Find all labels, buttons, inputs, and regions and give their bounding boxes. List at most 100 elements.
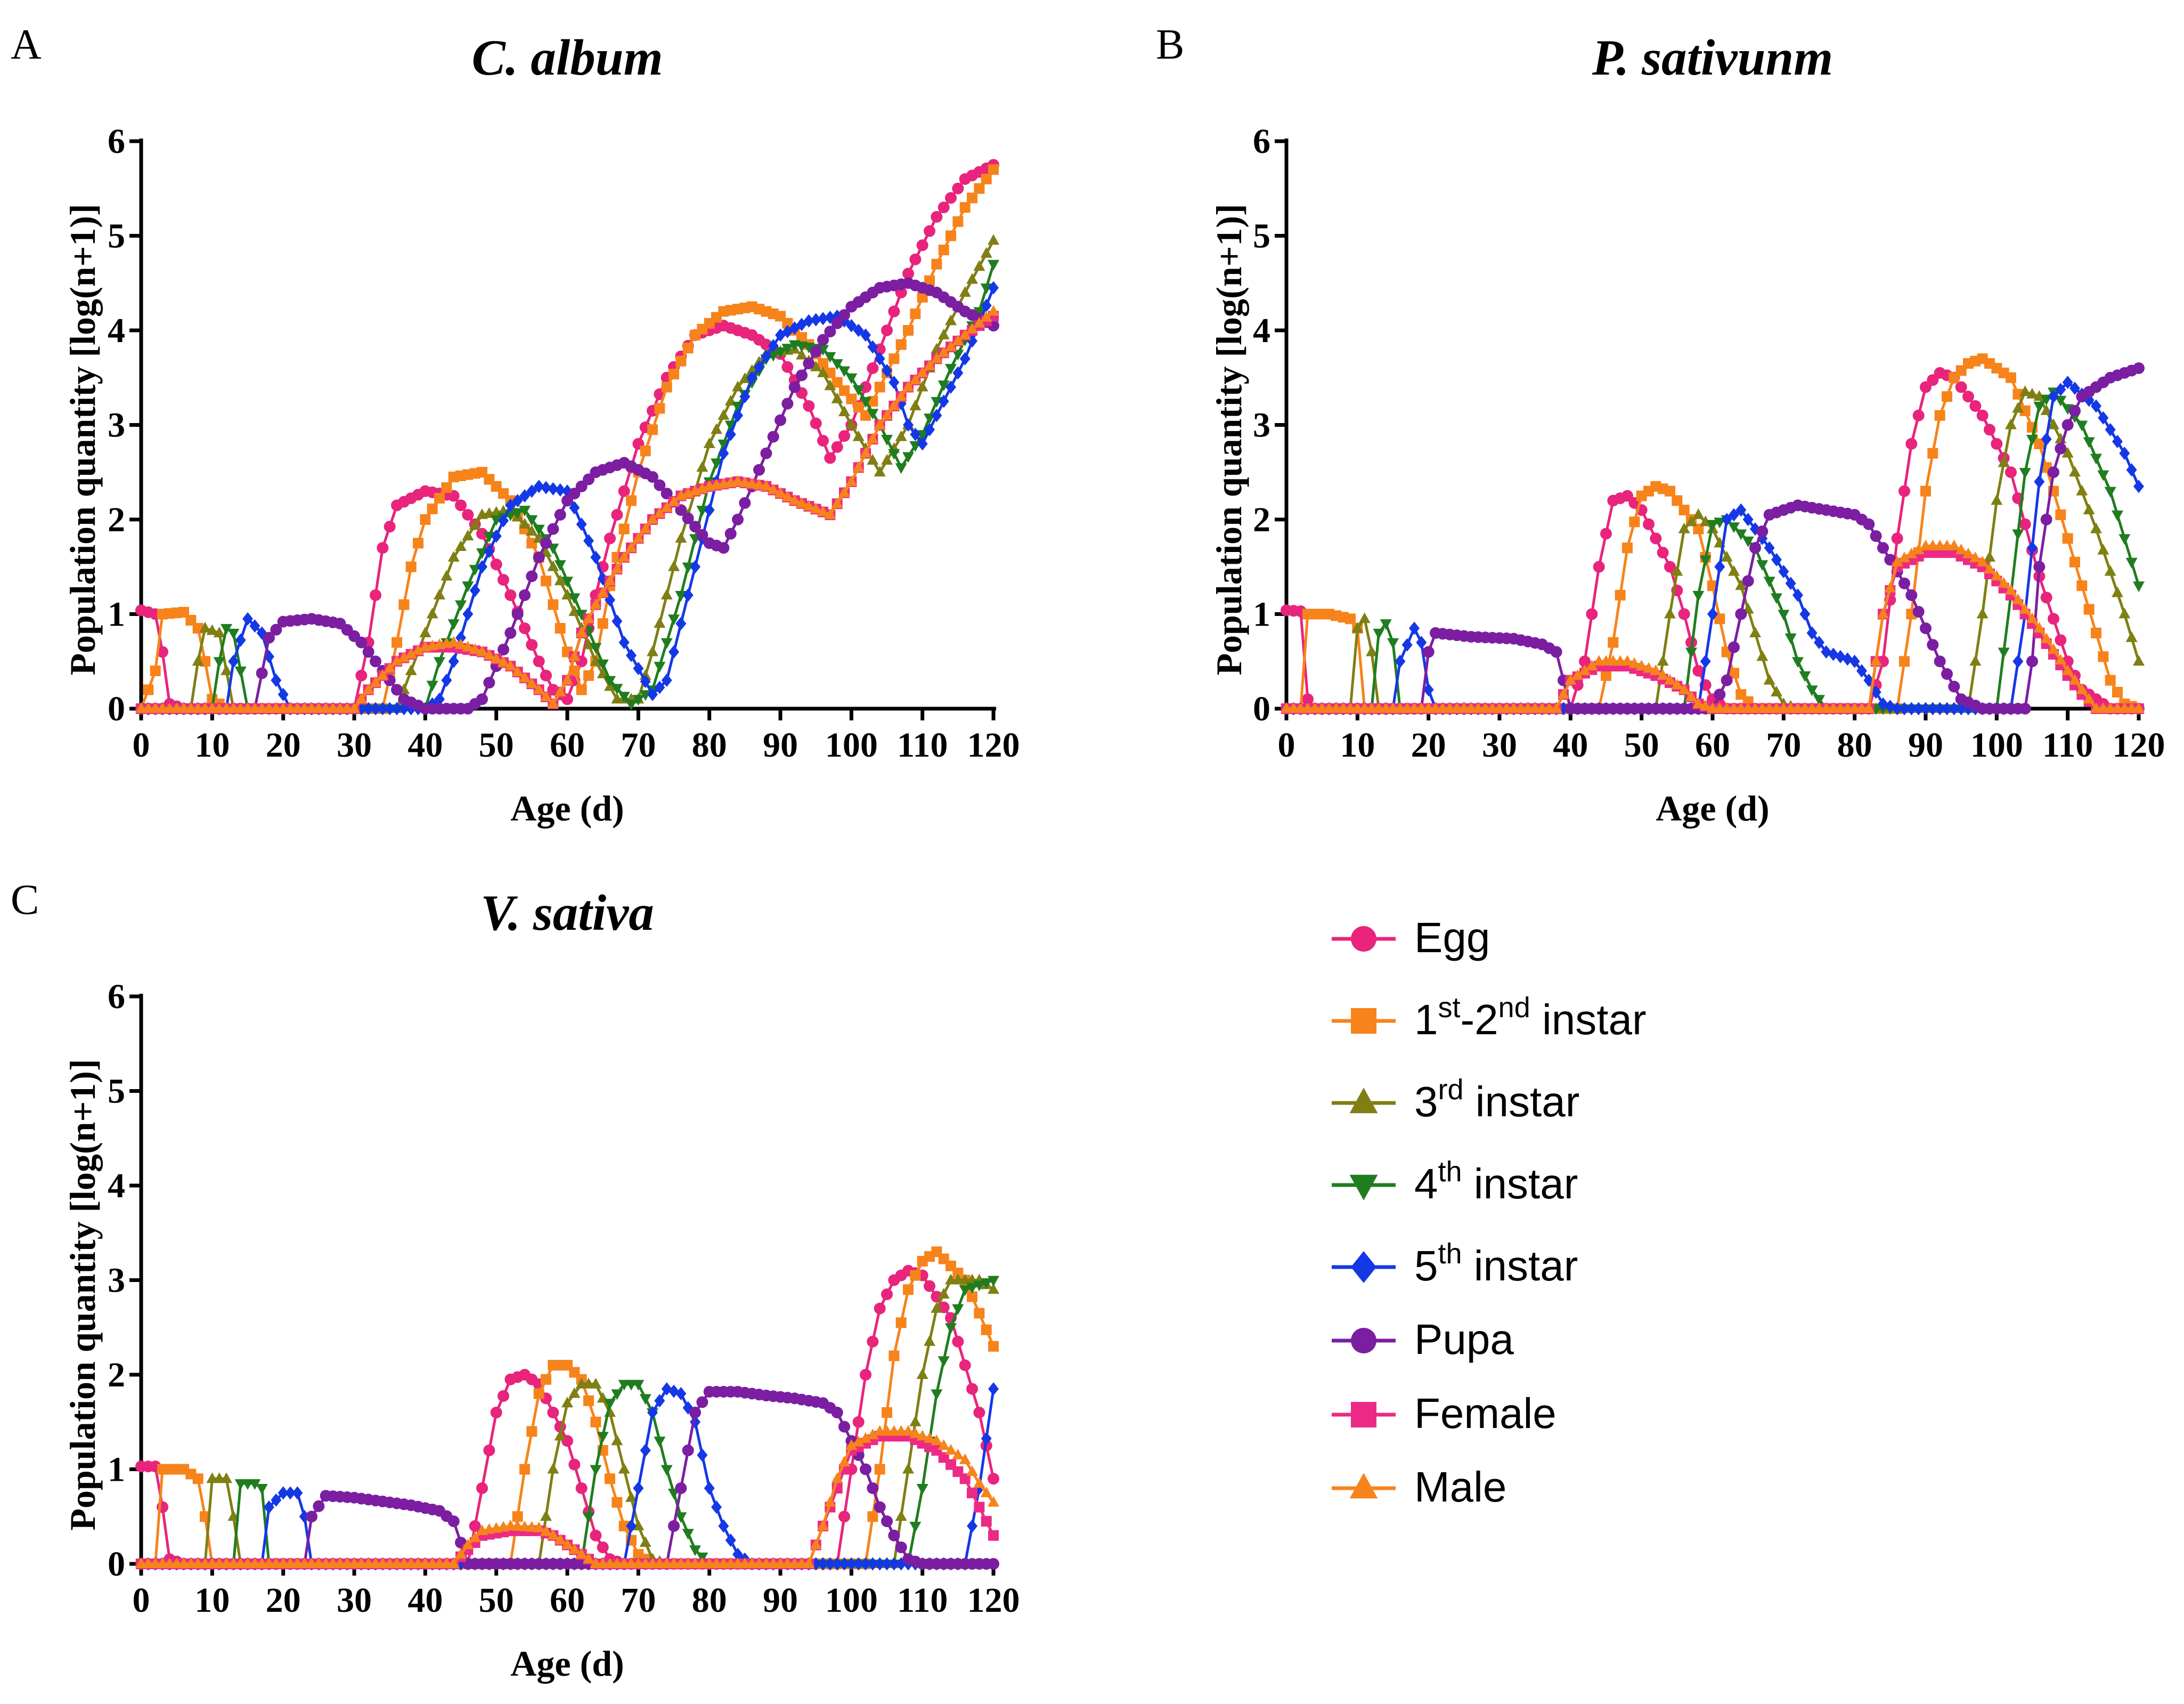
data-point-i4 xyxy=(1685,647,1697,659)
data-point-egg xyxy=(902,267,914,280)
data-point-egg xyxy=(519,622,531,635)
legend: Egg 1st-2nd instar 3rd instar 4th instar… xyxy=(1332,914,1647,1511)
data-point-i12 xyxy=(512,1511,523,1522)
data-point-i4 xyxy=(256,1484,268,1495)
data-point-i12 xyxy=(143,684,154,695)
data-point-pupa xyxy=(504,627,517,639)
data-point-i3 xyxy=(192,655,204,666)
data-point-i3 xyxy=(703,437,715,448)
data-point-i12 xyxy=(981,1324,992,1335)
data-point-i3 xyxy=(867,454,879,465)
data-point-male xyxy=(817,505,829,516)
data-point-male xyxy=(1678,683,1690,694)
data-point-i4 xyxy=(1784,633,1797,644)
data-point-male xyxy=(1558,688,1569,699)
data-point-pupa xyxy=(2048,466,2059,478)
data-point-pupa xyxy=(2069,404,2081,417)
data-point-male xyxy=(1564,674,1577,685)
data-point-egg xyxy=(838,1511,850,1523)
data-point-male xyxy=(1905,547,1918,558)
data-point-i3 xyxy=(1984,551,1995,562)
data-point-i12 xyxy=(903,1284,914,1295)
data-point-i12 xyxy=(1601,670,1611,681)
x-tick-label: 60 xyxy=(550,1581,585,1620)
data-point-i3 xyxy=(625,1491,637,1502)
data-point-male xyxy=(952,1448,964,1459)
data-point-male xyxy=(2048,643,2059,654)
data-point-pupa xyxy=(781,397,794,410)
data-point-i12 xyxy=(590,1416,601,1427)
data-point-male xyxy=(504,1520,517,1530)
data-point-male xyxy=(547,1529,559,1540)
data-point-i4 xyxy=(2026,435,2038,446)
data-point-male xyxy=(575,1548,588,1559)
data-point-i3 xyxy=(895,430,907,441)
data-point-i3 xyxy=(661,589,673,599)
data-point-i5 xyxy=(2069,382,2080,395)
data-point-i12 xyxy=(1899,656,1910,667)
legend-marker-shape xyxy=(1351,1402,1376,1427)
y-tick-label: 2 xyxy=(108,500,125,539)
data-point-i5 xyxy=(1906,702,1917,716)
data-point-i12 xyxy=(1934,410,1945,421)
data-point-i3 xyxy=(426,607,438,619)
data-point-i5 xyxy=(718,1519,729,1533)
panel-letter-a: A xyxy=(11,21,42,68)
data-point-egg xyxy=(1920,381,1932,393)
data-point-male xyxy=(1550,702,1562,713)
data-point-male xyxy=(767,483,779,494)
data-point-male xyxy=(2012,593,2024,604)
data-point-i5 xyxy=(1771,553,1782,566)
data-point-i12 xyxy=(889,1350,900,1361)
data-point-i3 xyxy=(611,1434,623,1446)
legend-pupa-label: Pupa xyxy=(1414,1316,1514,1363)
x-tick-label: 30 xyxy=(337,726,372,765)
data-point-egg xyxy=(490,1407,502,1418)
data-point-i5 xyxy=(235,633,246,647)
data-point-male xyxy=(931,1434,943,1446)
data-point-pupa xyxy=(2033,561,2046,573)
data-point-i4 xyxy=(689,1545,701,1556)
data-point-i4 xyxy=(511,508,524,519)
data-point-i3 xyxy=(1692,508,1705,520)
data-point-egg xyxy=(1927,374,1939,386)
data-point-pupa xyxy=(1728,641,1740,653)
data-point-i5 xyxy=(469,583,480,597)
data-point-i5 xyxy=(669,645,679,659)
data-point-male xyxy=(895,390,907,401)
data-point-i3 xyxy=(1735,579,1747,590)
data-point-male xyxy=(398,651,410,662)
data-point-pupa xyxy=(1877,542,1889,554)
x-tick-label: 110 xyxy=(897,726,948,765)
data-point-male xyxy=(952,334,964,345)
data-point-i3 xyxy=(1763,674,1775,685)
data-point-pupa xyxy=(2133,362,2145,374)
data-point-egg xyxy=(895,287,907,298)
x-tick-label: 100 xyxy=(825,726,878,765)
y-tick-label: 0 xyxy=(1253,689,1270,728)
data-point-i12 xyxy=(185,615,197,626)
data-point-i4 xyxy=(1380,619,1392,630)
chart-panel-b: B P. sativunm Age (d) Population quantit… xyxy=(1156,21,2165,829)
data-point-i12 xyxy=(533,1388,544,1399)
data-point-i12 xyxy=(988,1341,999,1352)
y-tick-label: 2 xyxy=(108,1356,125,1394)
data-point-i3 xyxy=(199,622,211,633)
data-point-male xyxy=(447,1557,460,1568)
y-tick-label: 6 xyxy=(1253,122,1270,161)
data-point-i5 xyxy=(867,340,878,354)
data-point-i3 xyxy=(668,560,680,571)
data-point-i12 xyxy=(981,174,992,184)
data-point-male xyxy=(1884,581,1896,593)
data-point-egg xyxy=(1891,532,1903,545)
data-point-male xyxy=(469,643,481,654)
data-point-i5 xyxy=(626,648,637,662)
data-point-i12 xyxy=(818,358,828,369)
data-point-i5 xyxy=(384,702,395,716)
data-point-i5 xyxy=(761,350,772,363)
data-point-i3 xyxy=(831,392,843,403)
data-point-egg xyxy=(867,362,879,374)
data-point-i4 xyxy=(2125,557,2138,569)
x-tick-label: 30 xyxy=(337,1581,372,1620)
data-point-i3 xyxy=(1678,522,1690,533)
